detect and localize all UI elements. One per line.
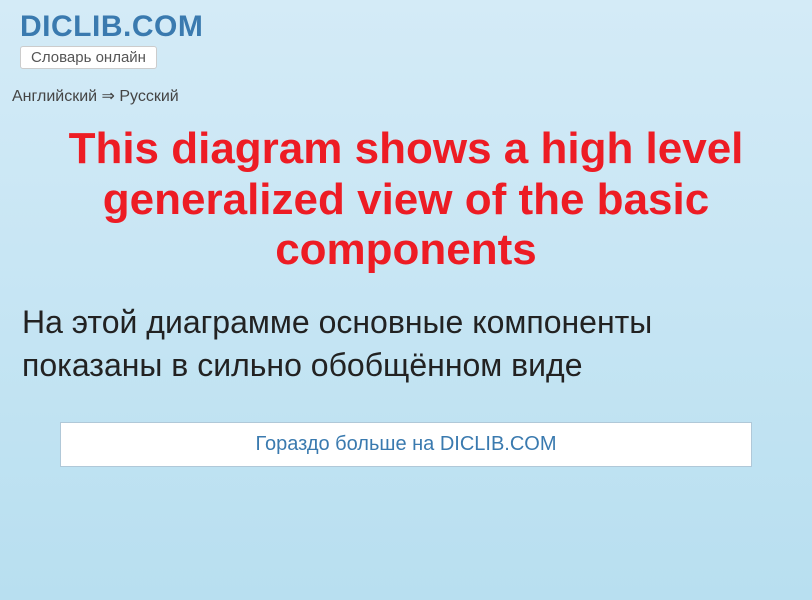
more-link-container: Гораздо больше на DICLIB.COM [0,422,812,467]
page-title: This diagram shows a high level generali… [0,114,812,286]
breadcrumb[interactable]: Английский ⇒ Русский [0,74,812,114]
header: DICLIB.COM Словарь онлайн [0,0,812,74]
site-name[interactable]: DICLIB.COM [20,10,792,44]
translation-text: На этой диаграмме основные компоненты по… [0,286,812,402]
site-tagline: Словарь онлайн [20,46,157,69]
more-link[interactable]: Гораздо больше на DICLIB.COM [60,422,752,467]
